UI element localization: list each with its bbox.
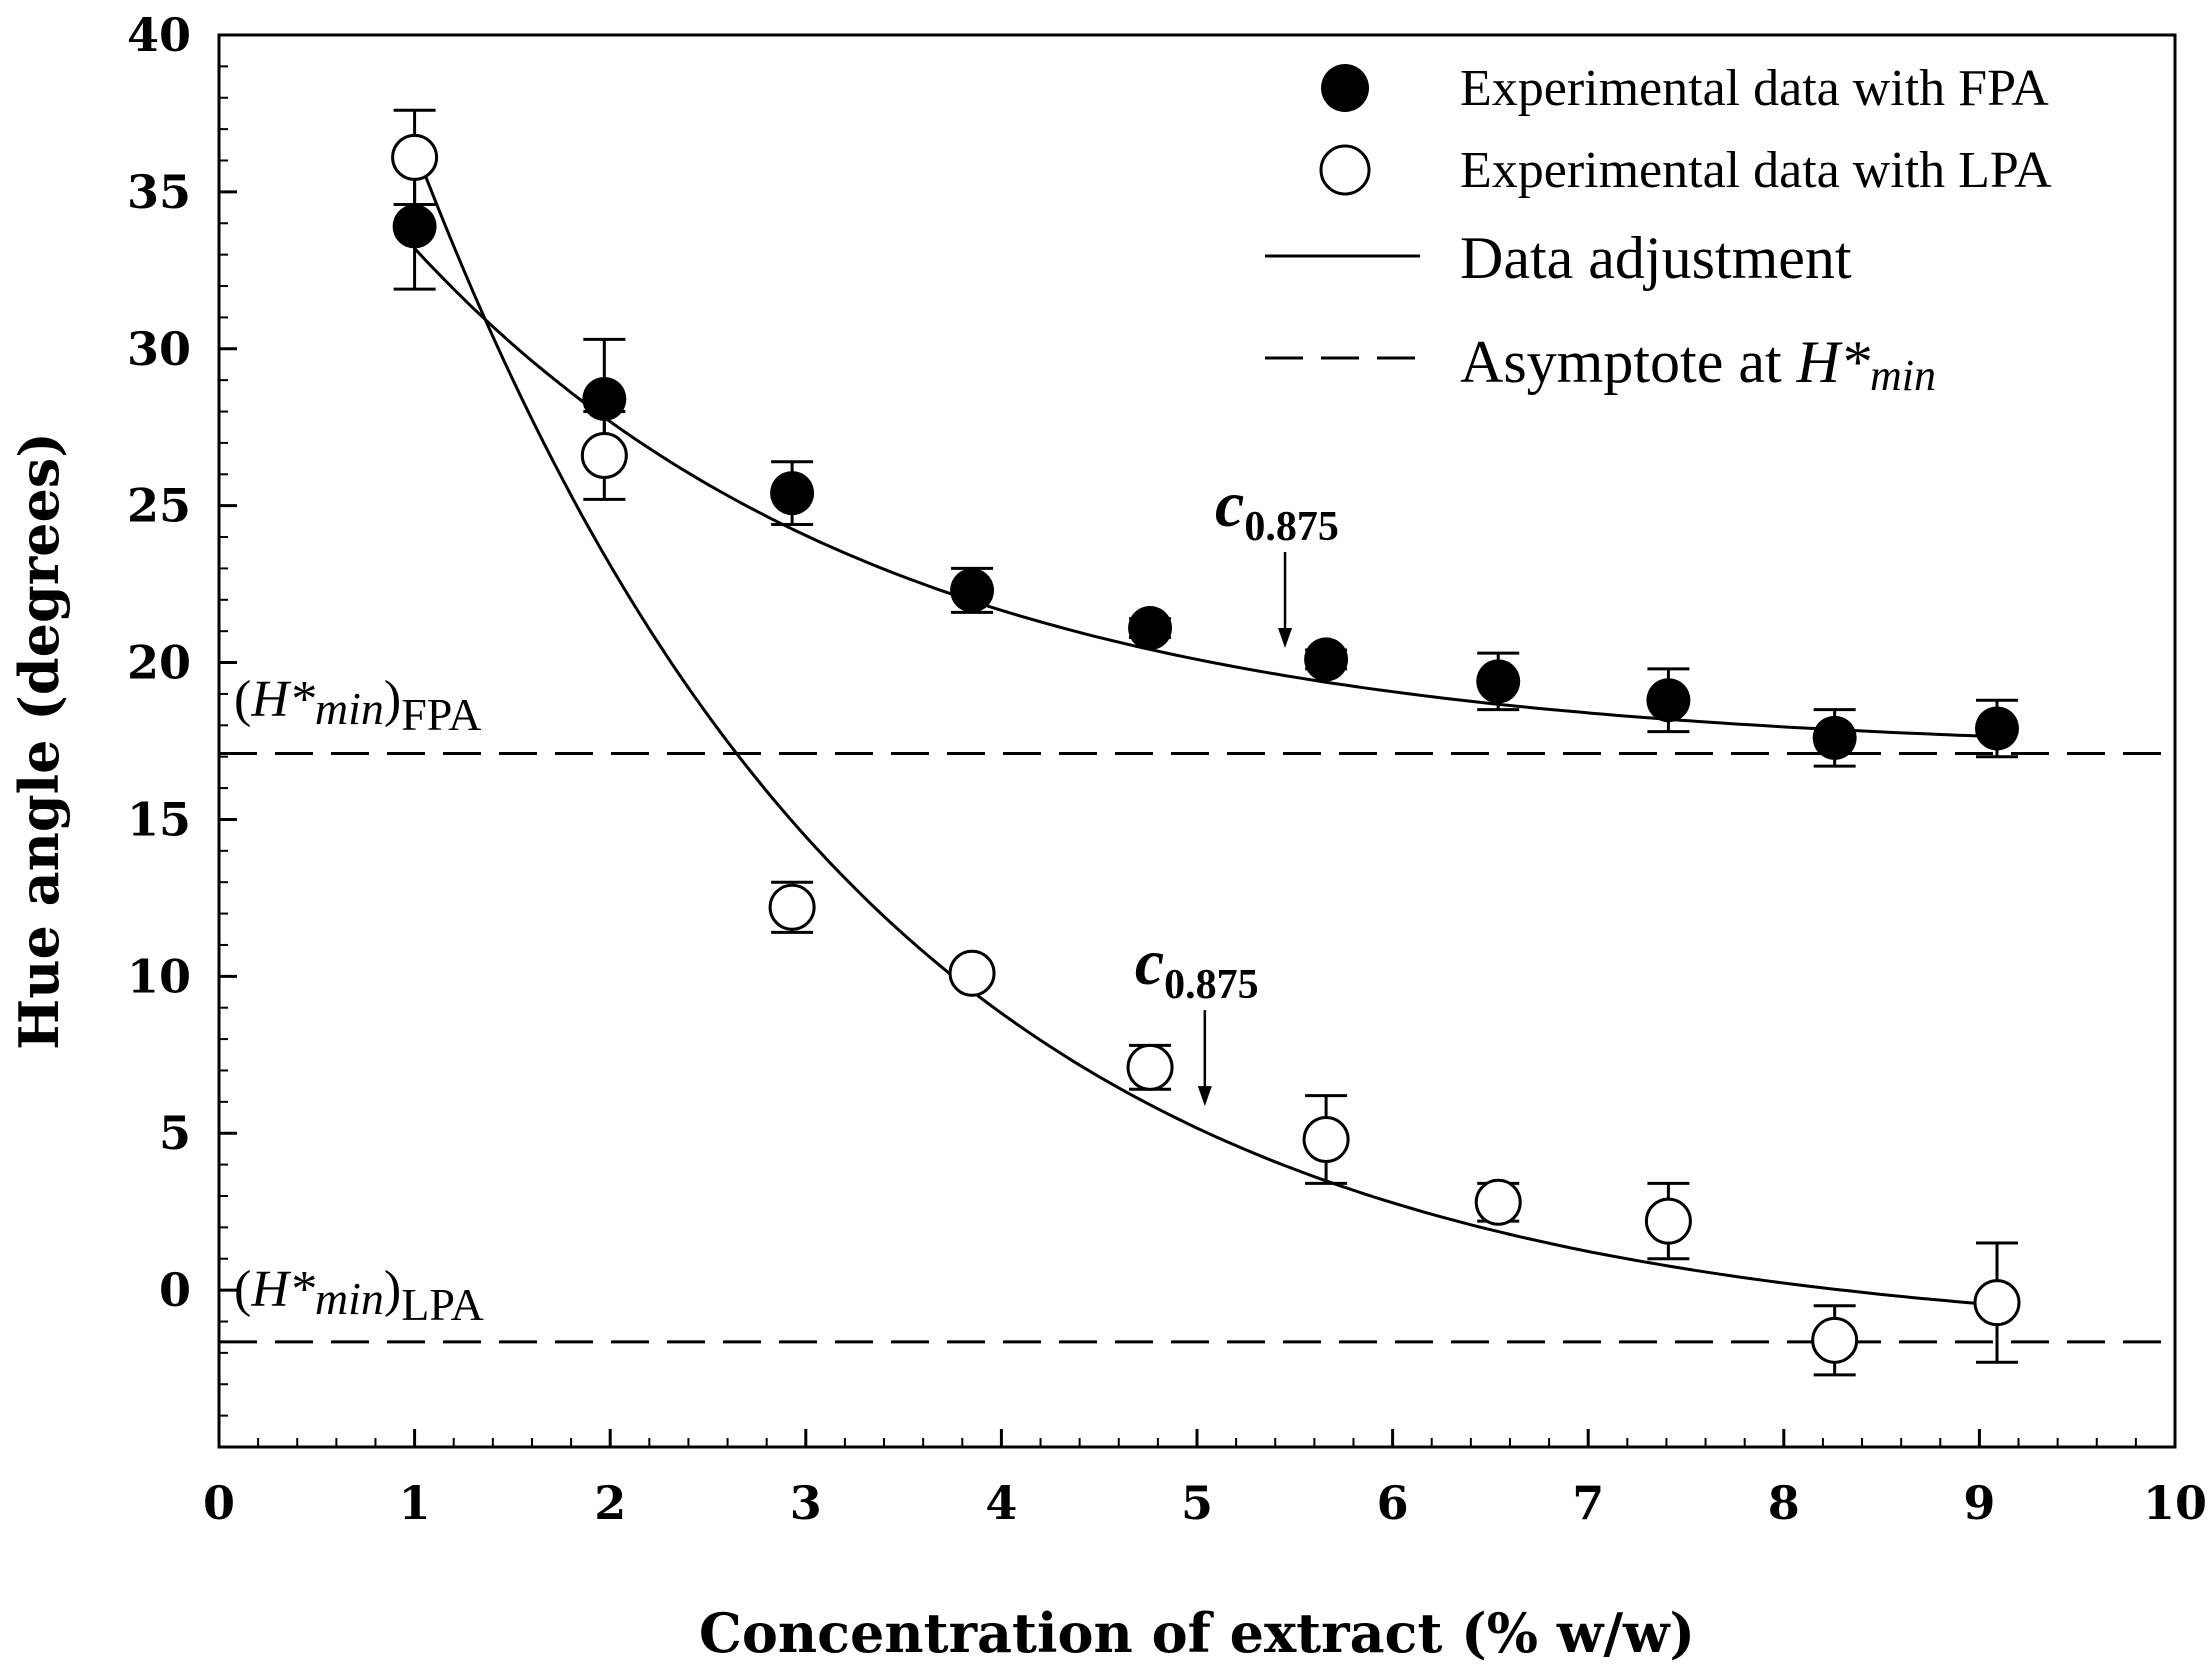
y-tick-label: 5 bbox=[159, 1106, 191, 1160]
point-layer bbox=[391, 133, 2021, 1364]
asymptote-label-fpa-group: FPA bbox=[401, 689, 481, 740]
y-axis-title: Hue angle (degrees) bbox=[7, 432, 71, 1050]
data-point-lpa bbox=[948, 949, 996, 997]
fit-layer bbox=[413, 147, 1998, 1307]
fit-curve-fpa bbox=[413, 247, 1998, 739]
data-point-lpa bbox=[1126, 1043, 1174, 1091]
legend: Experimental data with FPA Experimental … bbox=[1265, 60, 2052, 400]
data-point-lpa bbox=[580, 431, 628, 479]
svg-text:(H*min)LPA: (H*min)LPA bbox=[234, 1261, 484, 1330]
data-point-lpa bbox=[1644, 1197, 1692, 1245]
annotation-c-lpa: c bbox=[1135, 926, 1164, 999]
data-point-fpa bbox=[1812, 715, 1857, 760]
data-point-lpa bbox=[1811, 1316, 1859, 1364]
data-point-fpa bbox=[1476, 659, 1521, 704]
x-tick-label: 10 bbox=[2143, 1476, 2207, 1530]
data-point-fpa bbox=[1646, 678, 1691, 723]
legend-lpa-label: Experimental data with LPA bbox=[1460, 142, 2052, 199]
legend-asymptote-label: Asymptote at H*min bbox=[1460, 329, 1936, 400]
annotation-label-lpa: c0.875 bbox=[1135, 926, 1259, 1008]
data-point-fpa bbox=[582, 376, 627, 421]
x-tick-label: 0 bbox=[203, 1476, 235, 1530]
x-tick-label: 1 bbox=[399, 1476, 431, 1530]
legend-filled-marker bbox=[1321, 64, 1369, 112]
data-point-lpa bbox=[1973, 1279, 2021, 1327]
x-tick-label: 4 bbox=[985, 1476, 1017, 1530]
x-axis-title: Concentration of extract (% w/w) bbox=[699, 1601, 1695, 1665]
asymptote-label-lpa: (H*min)LPA bbox=[234, 1261, 484, 1330]
annotation-arrow-head-lpa bbox=[1197, 1086, 1212, 1107]
data-point-fpa bbox=[1128, 606, 1173, 651]
data-point-fpa bbox=[770, 471, 815, 516]
svg-text:(H*min)FPA: (H*min)FPA bbox=[234, 671, 481, 740]
data-point-fpa bbox=[950, 568, 995, 613]
asymptote-label-lpa-group: LPA bbox=[401, 1279, 484, 1330]
legend-asymptote-sub: min bbox=[1870, 351, 1936, 400]
annotation-sub-lpa: 0.875 bbox=[1164, 962, 1259, 1008]
asymptote-label-fpa-sub: min bbox=[315, 683, 384, 734]
x-tick-label: 5 bbox=[1181, 1476, 1213, 1530]
data-point-lpa bbox=[768, 883, 816, 931]
data-point-fpa bbox=[1975, 706, 2020, 751]
annotation-label-fpa: c0.875 bbox=[1215, 468, 1339, 550]
asymptote-label-lpa-var: H* bbox=[250, 1261, 315, 1318]
x-tick-label: 7 bbox=[1572, 1476, 1604, 1530]
y-tick-label: 25 bbox=[127, 479, 191, 533]
y-tick-label: 40 bbox=[127, 8, 191, 62]
legend-fit-label: Data adjustment bbox=[1460, 225, 1852, 291]
data-point-lpa bbox=[391, 133, 439, 181]
legend-asymptote-prefix: Asymptote at bbox=[1460, 329, 1797, 395]
y-tick-label: 15 bbox=[127, 792, 191, 846]
data-point-lpa bbox=[1474, 1178, 1522, 1226]
data-point-fpa bbox=[392, 204, 437, 249]
x-tick-label: 8 bbox=[1768, 1476, 1800, 1530]
tick-layer: 0 1 2 3 4 5 6 7 8 9 10 0 5 10 15 20 25 30 35 40 bbox=[127, 8, 2207, 1530]
x-tick-label: 3 bbox=[790, 1476, 822, 1530]
annotation-arrow-head-fpa bbox=[1278, 628, 1293, 649]
fit-curve-lpa bbox=[413, 147, 1998, 1307]
asymptote-label-fpa: (H*min)FPA bbox=[234, 671, 481, 740]
x-tick-label: 2 bbox=[594, 1476, 626, 1530]
y-tick-label: 0 bbox=[159, 1263, 191, 1317]
asymptote-label-lpa-sub: min bbox=[315, 1273, 384, 1324]
legend-open-marker bbox=[1319, 144, 1371, 196]
data-point-lpa bbox=[1302, 1115, 1350, 1163]
y-tick-label: 30 bbox=[127, 322, 191, 376]
data-point-fpa bbox=[1304, 637, 1349, 682]
legend-fpa-label: Experimental data with FPA bbox=[1460, 60, 2049, 117]
y-tick-label: 20 bbox=[127, 636, 191, 690]
x-tick-label: 9 bbox=[1963, 1476, 1995, 1530]
legend-asymptote-var: H* bbox=[1796, 329, 1870, 395]
x-tick-label: 6 bbox=[1377, 1476, 1409, 1530]
annotation-c-fpa: c bbox=[1215, 468, 1244, 541]
y-tick-label: 10 bbox=[127, 949, 191, 1003]
annotation-sub-fpa: 0.875 bbox=[1244, 504, 1339, 550]
y-tick-label: 35 bbox=[127, 165, 191, 219]
asymptote-label-fpa-var: H* bbox=[250, 671, 315, 728]
